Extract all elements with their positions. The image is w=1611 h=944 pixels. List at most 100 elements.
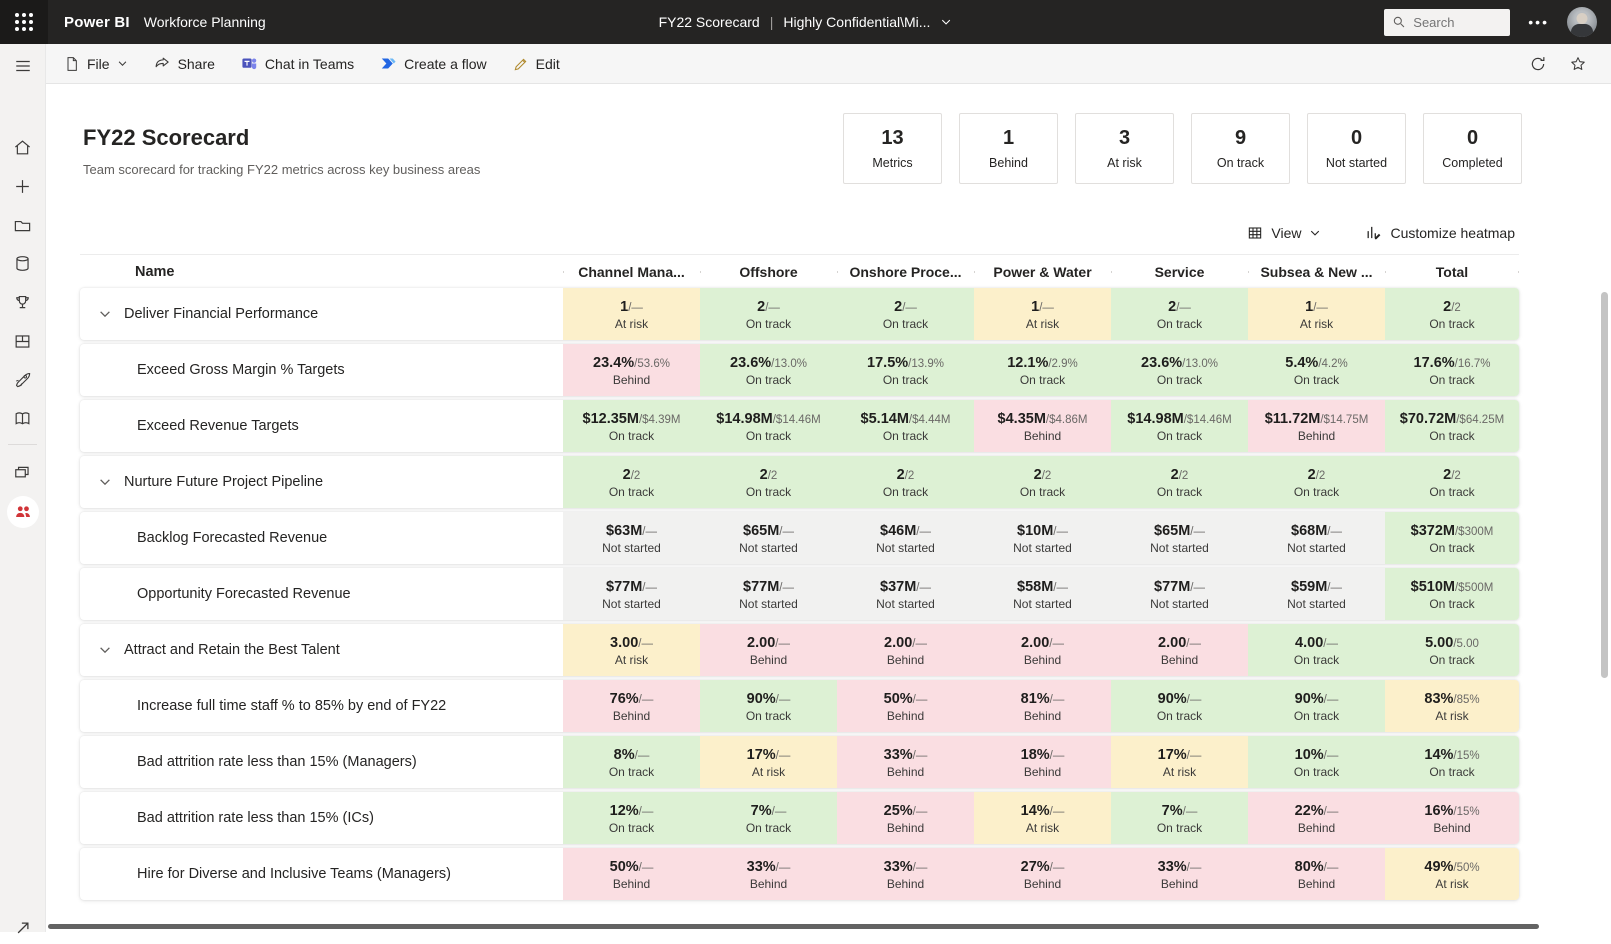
- app-launcher-button[interactable]: [0, 0, 48, 44]
- summary-card-metrics[interactable]: 13 Metrics: [843, 113, 942, 184]
- heatmap-cell[interactable]: 2.00/—Behind: [837, 624, 974, 676]
- view-menu-button[interactable]: View: [1247, 225, 1321, 241]
- heatmap-cell[interactable]: $65M/—Not started: [1111, 512, 1248, 564]
- row-name-cell[interactable]: Backlog Forecasted Revenue: [80, 512, 563, 564]
- summary-card-completed[interactable]: 0 Completed: [1423, 113, 1522, 184]
- heatmap-cell[interactable]: $77M/—Not started: [563, 568, 700, 620]
- heatmap-cell[interactable]: 33%/—Behind: [837, 848, 974, 900]
- search-box[interactable]: [1384, 9, 1510, 36]
- heatmap-cell[interactable]: 7%/—On track: [700, 792, 837, 844]
- heatmap-cell[interactable]: 33%/—Behind: [700, 848, 837, 900]
- heatmap-cell[interactable]: $77M/—Not started: [700, 568, 837, 620]
- share-button[interactable]: Share: [154, 55, 215, 72]
- home-icon[interactable]: [7, 131, 39, 163]
- heatmap-cell[interactable]: 33%/—Behind: [1111, 848, 1248, 900]
- edit-button[interactable]: Edit: [513, 56, 560, 72]
- row-name-cell[interactable]: Hire for Diverse and Inclusive Teams (Ma…: [80, 848, 563, 900]
- heatmap-cell[interactable]: $77M/—Not started: [1111, 568, 1248, 620]
- heatmap-cell[interactable]: 90%/—On track: [700, 680, 837, 732]
- heatmap-cell[interactable]: 14%/—At risk: [974, 792, 1111, 844]
- heatmap-cell[interactable]: 2.00/—Behind: [1111, 624, 1248, 676]
- heatmap-cell[interactable]: 22%/—Behind: [1248, 792, 1385, 844]
- heatmap-cell[interactable]: 25%/—Behind: [837, 792, 974, 844]
- search-input[interactable]: [1413, 15, 1493, 30]
- summary-card-on-track[interactable]: 9 On track: [1191, 113, 1290, 184]
- heatmap-cell[interactable]: 50%/—Behind: [837, 680, 974, 732]
- heatmap-cell[interactable]: 76%/—Behind: [563, 680, 700, 732]
- heatmap-cell[interactable]: 2.00/—Behind: [974, 624, 1111, 676]
- summary-card-behind[interactable]: 1 Behind: [959, 113, 1058, 184]
- customize-heatmap-button[interactable]: Customize heatmap: [1365, 224, 1515, 241]
- favorite-star-button[interactable]: [1569, 55, 1587, 73]
- heatmap-cell[interactable]: 1/—At risk: [1248, 288, 1385, 340]
- heatmap-cell[interactable]: 80%/—Behind: [1248, 848, 1385, 900]
- metric-row[interactable]: Hire for Diverse and Inclusive Teams (Ma…: [80, 848, 1519, 900]
- row-name-cell[interactable]: Attract and Retain the Best Talent: [80, 624, 563, 676]
- heatmap-cell[interactable]: 16%/15%Behind: [1385, 792, 1519, 844]
- heatmap-cell[interactable]: 83%/85%At risk: [1385, 680, 1519, 732]
- browse-folder-icon[interactable]: [7, 209, 39, 241]
- data-hub-icon[interactable]: [7, 247, 39, 279]
- horizontal-scrollbar[interactable]: [48, 924, 1539, 929]
- document-title-menu[interactable]: FY22 Scorecard | Highly Confidential\Mi.…: [659, 14, 953, 30]
- summary-card-not-started[interactable]: 0 Not started: [1307, 113, 1406, 184]
- metric-row[interactable]: Backlog Forecasted Revenue$63M/—Not star…: [80, 512, 1519, 564]
- heatmap-cell[interactable]: 23.6%/13.0%On track: [700, 344, 837, 396]
- metric-row[interactable]: Opportunity Forecasted Revenue$77M/—Not …: [80, 568, 1519, 620]
- heatmap-cell[interactable]: 10%/—On track: [1248, 736, 1385, 788]
- heatmap-cell[interactable]: 49%/50%At risk: [1385, 848, 1519, 900]
- heatmap-cell[interactable]: 5.4%/4.2%On track: [1248, 344, 1385, 396]
- heatmap-cell[interactable]: $46M/—Not started: [837, 512, 974, 564]
- heatmap-cell[interactable]: 81%/—Behind: [974, 680, 1111, 732]
- row-name-cell[interactable]: Deliver Financial Performance: [80, 288, 563, 340]
- row-chevron-down-icon[interactable]: [98, 475, 112, 489]
- heatmap-cell[interactable]: 2/—On track: [700, 288, 837, 340]
- workspaces-layers-icon[interactable]: [7, 456, 39, 488]
- heatmap-cell[interactable]: 18%/—Behind: [974, 736, 1111, 788]
- metric-row[interactable]: Bad attrition rate less than 15% (ICs)12…: [80, 792, 1519, 844]
- deployment-rocket-icon[interactable]: [7, 363, 39, 395]
- heatmap-cell[interactable]: 1/—At risk: [563, 288, 700, 340]
- heatmap-cell[interactable]: 1/—At risk: [974, 288, 1111, 340]
- heatmap-cell[interactable]: $59M/—Not started: [1248, 568, 1385, 620]
- heatmap-cell[interactable]: 2/—On track: [1111, 288, 1248, 340]
- heatmap-cell[interactable]: 23.6%/13.0%On track: [1111, 344, 1248, 396]
- vertical-scrollbar[interactable]: [1601, 292, 1608, 678]
- heatmap-cell[interactable]: $68M/—Not started: [1248, 512, 1385, 564]
- heatmap-cell[interactable]: 8%/—On track: [563, 736, 700, 788]
- heatmap-cell[interactable]: 33%/—Behind: [837, 736, 974, 788]
- heatmap-cell[interactable]: $63M/—Not started: [563, 512, 700, 564]
- refresh-button[interactable]: [1529, 55, 1547, 73]
- heatmap-cell[interactable]: 50%/—Behind: [563, 848, 700, 900]
- heatmap-cell[interactable]: $37M/—Not started: [837, 568, 974, 620]
- heatmap-cell[interactable]: 12.1%/2.9%On track: [974, 344, 1111, 396]
- summary-card-at-risk[interactable]: 3 At risk: [1075, 113, 1174, 184]
- row-chevron-down-icon[interactable]: [98, 307, 112, 321]
- heatmap-cell[interactable]: 27%/—Behind: [974, 848, 1111, 900]
- row-name-cell[interactable]: Bad attrition rate less than 15% (Manage…: [80, 736, 563, 788]
- expand-navigation-icon[interactable]: [7, 912, 39, 944]
- learn-book-icon[interactable]: [7, 402, 39, 434]
- heatmap-cell[interactable]: 7%/—On track: [1111, 792, 1248, 844]
- create-plus-icon[interactable]: [7, 170, 39, 202]
- more-options-button[interactable]: •••: [1528, 14, 1549, 30]
- heatmap-cell[interactable]: 4.00/—On track: [1248, 624, 1385, 676]
- heatmap-cell[interactable]: 17.5%/13.9%On track: [837, 344, 974, 396]
- row-name-cell[interactable]: Exceed Gross Margin % Targets: [80, 344, 563, 396]
- hamburger-menu-icon[interactable]: [7, 50, 39, 82]
- heatmap-cell[interactable]: 2.00/—Behind: [700, 624, 837, 676]
- metric-row[interactable]: Bad attrition rate less than 15% (Manage…: [80, 736, 1519, 788]
